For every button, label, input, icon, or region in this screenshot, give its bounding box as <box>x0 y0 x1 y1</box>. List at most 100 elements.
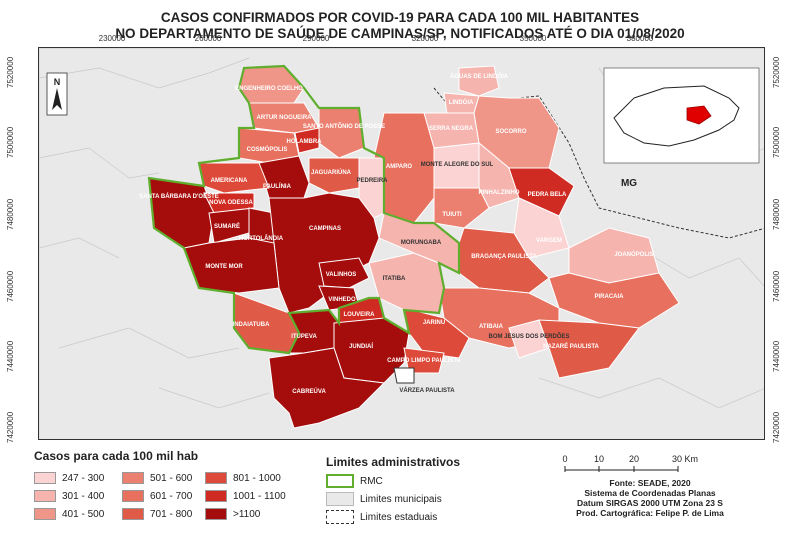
label-varzea: VÁRZEA PAULISTA <box>399 387 455 394</box>
municipality-paulinia[interactable] <box>258 155 310 199</box>
label-campinas: CAMPINAS <box>309 226 341 232</box>
municipality-pedra-bela[interactable] <box>508 167 575 217</box>
north-arrow-icon: N <box>46 72 68 116</box>
x-tick: 380000 <box>626 34 654 43</box>
title-line-1: CASOS CONFIRMADOS POR COVID-19 PARA CADA… <box>160 10 640 25</box>
admin-legend-state: Limites estaduais <box>326 510 437 524</box>
label-santa-barbara: SANTA BÁRBARA D'OESTE <box>139 193 219 200</box>
state-swatch <box>326 510 354 524</box>
x-tick: 290000 <box>302 34 330 43</box>
label-joanopolis: JOANÓPOLIS <box>614 250 653 258</box>
label-tuiuti: TUIUTI <box>442 212 462 218</box>
legend-item: 247 - 300 <box>34 472 104 484</box>
legend-item: 301 - 400 <box>34 490 104 502</box>
label-atibaia: ATIBAIA <box>479 324 504 330</box>
y-tick-right: 7440000 <box>772 340 781 372</box>
legend-item: 601 - 700 <box>122 490 192 502</box>
legend-item: 501 - 600 <box>122 472 192 484</box>
legend-item: 1001 - 1100 <box>205 490 286 502</box>
label-indaiatuba: INDAIATUBA <box>233 322 271 328</box>
y-tick-right: 7460000 <box>772 270 781 302</box>
admin-legend-municipal: Limites municipais <box>326 492 442 506</box>
label-lindoia: LINDÓIA <box>449 98 474 106</box>
locator-inset <box>603 67 760 164</box>
label-pedreira: PEDREIRA <box>356 178 388 184</box>
label-serra-negra: SERRA NEGRA <box>429 126 474 132</box>
credit-source: Fonte: SEADE, 2020 <box>609 478 691 488</box>
y-tick-right: 7500000 <box>772 126 781 158</box>
municipality-piracaia[interactable] <box>548 272 680 329</box>
y-tick-right: 7520000 <box>772 56 781 88</box>
label-socorro: SOCORRO <box>495 129 526 135</box>
legend-item: 701 - 800 <box>122 508 192 520</box>
label-hortolandia: HORTOLÂNDIA <box>239 235 284 242</box>
label-monte-alegre: MONTE ALEGRE DO SUL <box>421 162 494 168</box>
label-holambra: HOLAMBRA <box>287 139 323 145</box>
label-cosmopolis: COSMÓPOLIS <box>247 145 288 153</box>
admin-legend-title: Limites administrativos <box>326 455 461 469</box>
municipality-pinhalzinho[interactable] <box>478 141 520 209</box>
label-americana: AMERICANA <box>211 178 248 184</box>
municipality-cabreuva[interactable] <box>268 347 386 429</box>
municipality-monte-alegre[interactable] <box>433 142 480 194</box>
y-tick-right: 7480000 <box>772 198 781 230</box>
x-tick: 320000 <box>411 34 439 43</box>
x-tick: 260000 <box>194 34 222 43</box>
map-svg: ÁGUAS DE LINDÓIA LINDÓIA SERRA NEGRA SOC… <box>39 48 764 439</box>
label-jaguariuna: JAGUARIÚNA <box>311 169 352 176</box>
y-tick: 7520000 <box>6 56 15 88</box>
y-tick: 7420000 <box>6 411 15 443</box>
label-valinhos: VALINHOS <box>326 272 357 278</box>
label-monte-mor: MONTE MOR <box>205 264 243 270</box>
municipality-varzea[interactable] <box>393 367 415 384</box>
y-tick: 7440000 <box>6 340 15 372</box>
map-title: CASOS CONFIRMADOS POR COVID-19 PARA CADA… <box>0 10 800 42</box>
label-jundiai: JUNDIAÍ <box>349 342 373 350</box>
municipal-swatch <box>326 492 354 506</box>
rmc-boundary <box>147 64 461 355</box>
scale-label-0: 0 <box>562 454 567 464</box>
y-tick-right: 7420000 <box>772 411 781 443</box>
label-morungaba: MORUNGABA <box>401 240 442 246</box>
north-label: N <box>54 77 61 87</box>
label-vinhedo: VINHEDO <box>328 297 356 303</box>
label-campo-limpo: CAMPO LIMPO PAULISTA <box>387 358 461 364</box>
legend-swatch <box>122 490 144 502</box>
legend-swatch <box>34 508 56 520</box>
municipality-valinhos[interactable] <box>318 257 370 289</box>
label-pedra-bela: PEDRA BELA <box>528 192 567 198</box>
scale-label-30: 30 Km <box>672 454 698 464</box>
y-tick: 7460000 <box>6 270 15 302</box>
credit-author: Prod. Cartográfica: Felipe P. de Lima <box>576 508 724 518</box>
legend-item: 801 - 1000 <box>205 472 281 484</box>
y-tick: 7480000 <box>6 198 15 230</box>
admin-legend-rmc: RMC <box>326 474 383 488</box>
rmc-swatch <box>326 474 354 488</box>
label-pinhalzinho: PINHALZINHO <box>479 190 520 196</box>
municipality-labels: ÁGUAS DE LINDÓIA LINDÓIA SERRA NEGRA SOC… <box>139 72 653 395</box>
legend-item: >1100 <box>205 508 260 520</box>
state-boundary <box>433 87 764 239</box>
label-nova-odessa: NOVA ODESSA <box>209 200 253 206</box>
scale-label-10: 10 <box>594 454 604 464</box>
municipality-nazare[interactable] <box>538 319 640 379</box>
label-artur: ARTUR NOGUEIRA <box>257 115 313 121</box>
municipality-campo-limpo[interactable] <box>403 347 445 374</box>
municipality-vargem[interactable] <box>513 197 570 259</box>
municipality-pedreira[interactable] <box>358 157 385 219</box>
label-itatiba: ITATIBA <box>383 276 406 282</box>
municipality-aguas-de-lindoia[interactable] <box>458 65 500 97</box>
legend-swatch <box>34 472 56 484</box>
municipality-tuiuti[interactable] <box>433 187 490 229</box>
label-braganca: BRAGANÇA PAULISTA <box>471 254 537 260</box>
legend-title: Casos para cada 100 mil hab <box>34 449 199 463</box>
label-louveira: LOUVEIRA <box>343 312 375 318</box>
label-nazare: NAZARÉ PAULISTA <box>543 342 599 350</box>
municipality-jaguariuna[interactable] <box>308 157 360 194</box>
legend-swatch <box>205 508 227 520</box>
label-amparo: AMPARO <box>386 164 413 170</box>
label-bom-jesus: BOM JESUS DOS PERDÕES <box>488 333 569 340</box>
label-engenheiro: ENGENHEIRO COELHO <box>235 86 303 92</box>
x-tick: 230000 <box>98 34 126 43</box>
legend-item: 401 - 500 <box>34 508 104 520</box>
